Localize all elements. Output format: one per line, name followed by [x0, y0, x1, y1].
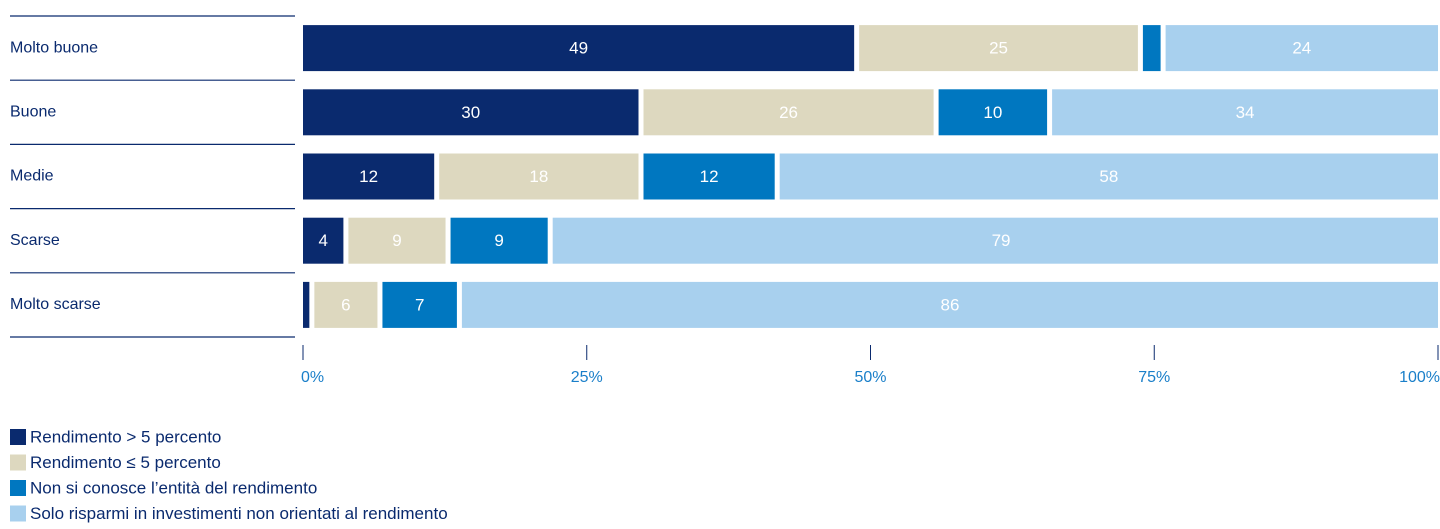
legend-label: Non si conosce l’entità del rendimento: [30, 478, 317, 497]
bar-segment: [450, 217, 548, 264]
bar-value-label: 24: [1292, 39, 1311, 58]
bar-segment: [938, 89, 1048, 136]
row-label: Molto buone: [10, 39, 98, 56]
bar-value-label: 6: [341, 295, 350, 314]
bar-value-label: 12: [700, 167, 719, 186]
bar-segment: [552, 217, 1438, 264]
legend-label: Solo risparmi in investimenti non orient…: [30, 504, 448, 523]
legend-swatch: [10, 505, 26, 522]
bar-value-label: 26: [779, 103, 798, 122]
bar-value-label: 9: [494, 231, 503, 250]
bar-value-label: 12: [359, 167, 378, 186]
bar-value-label: 34: [1236, 103, 1255, 122]
bar-segment: [303, 89, 639, 136]
x-tick-label: 25%: [571, 369, 603, 386]
bar-segment: [439, 153, 639, 200]
bar-segment: [461, 281, 1438, 328]
bar-value-label: 79: [992, 231, 1011, 250]
bar-value-label: 7: [415, 295, 424, 314]
bar-segment: [382, 281, 457, 328]
row-label: Molto scarse: [10, 296, 101, 313]
bar-value-label: 4: [318, 231, 327, 250]
bar-segment: [779, 153, 1438, 200]
plot-area: [303, 25, 1438, 328]
bar-segment: [1052, 89, 1438, 136]
bar-segment: [303, 217, 344, 264]
bar-segment: [1165, 25, 1438, 72]
bar-value-label: 49: [569, 39, 588, 58]
bar-value-label: 86: [940, 295, 959, 314]
legend-swatch: [10, 429, 26, 445]
bar-segment: [348, 217, 446, 264]
bar-value-label: 10: [983, 103, 1002, 122]
bar-value-label: 9: [392, 231, 401, 250]
bar-value-label: 30: [461, 103, 480, 122]
bar-segment: [314, 281, 378, 328]
bar-value-label: 58: [1099, 167, 1118, 186]
x-tick-label: 0%: [301, 369, 324, 386]
bar-segment: [643, 89, 934, 136]
legend-swatch: [10, 454, 26, 471]
bar-segment: [1142, 25, 1161, 72]
row-label: Scarse: [10, 232, 60, 249]
x-tick-label: 50%: [854, 369, 886, 386]
bar-segment: [303, 25, 855, 72]
bar-segment: [303, 153, 435, 200]
bar-segment: [303, 281, 310, 328]
row-label: Medie: [10, 168, 54, 185]
x-tick-label: 100%: [1399, 369, 1440, 386]
row-label: Buone: [10, 104, 56, 121]
legend-label: Rendimento ≤ 5 percento: [30, 453, 221, 472]
legend-label: Rendimento > 5 percento: [30, 427, 221, 446]
legend-swatch: [10, 480, 26, 496]
bar-value-label: 18: [529, 167, 548, 186]
bar-segment: [643, 153, 775, 200]
x-tick-label: 75%: [1138, 369, 1170, 386]
bar-value-label: 25: [989, 39, 1008, 58]
bar-segment: [859, 25, 1138, 72]
